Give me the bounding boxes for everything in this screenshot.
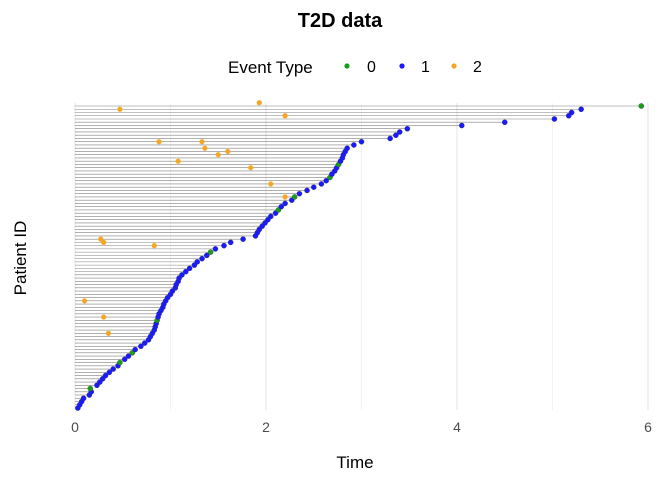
competing-event-point [215,152,221,158]
event-point [132,346,138,353]
legend-label-2: 2 [473,59,482,76]
event-point [323,177,329,184]
event-point [268,213,274,220]
event-point [240,236,246,242]
event-point [358,138,365,145]
competing-event-point [199,139,205,145]
competing-event-point [101,314,107,320]
event-point [117,359,123,366]
event-point [141,340,148,346]
event-point [106,369,113,376]
event-point [501,119,508,125]
event-point [207,249,214,255]
x-tick-label-2: 4 [453,419,461,435]
event-point [125,353,132,359]
event-point [351,142,357,148]
competing-event-point [282,113,288,119]
event-point [393,132,399,138]
legend-label-1: 1 [421,59,430,76]
competing-event-point [156,139,162,145]
competing-event-point [117,106,123,112]
event-point [227,239,234,246]
legend-label-0: 0 [367,59,376,76]
event-point [138,343,144,350]
event-point [179,272,185,278]
legend: Event Type 0 1 2 [228,58,482,77]
competing-event-point [248,165,254,171]
event-point [318,181,325,187]
competing-event-point [202,145,208,151]
competing-event-point [256,100,262,106]
legend-swatch-1 [399,63,405,69]
legend-swatch-2 [451,63,457,69]
grid [74,103,649,410]
event-point [638,103,645,109]
event-point [199,255,205,262]
event-point [221,242,227,249]
competing-points [81,100,288,336]
event-point [304,187,310,194]
event-point [80,395,87,402]
event-point [568,109,575,116]
x-tick-label-0: 0 [71,419,79,435]
event-point [204,252,210,259]
event-point [278,203,285,210]
competing-event-point [175,158,181,164]
event-points [75,103,645,411]
event-point [110,366,116,372]
event-point [296,190,303,197]
x-axis-title: Time [336,453,373,472]
event-point [578,106,584,112]
event-point [183,268,189,275]
event-point [194,259,200,265]
competing-event-point [282,194,288,200]
competing-event-point [101,239,107,245]
legend-title: Event Type [228,58,313,77]
event-point [310,184,317,190]
competing-event-point [81,298,88,304]
event-point [387,135,393,142]
event-point [396,129,403,135]
event-point [344,145,350,151]
x-tick-labels: 0 2 4 6 [71,419,652,435]
event-point [459,122,465,129]
y-axis-title: Patient ID [11,221,30,296]
x-tick-label-3: 6 [644,419,652,435]
chart-title: T2D data [298,10,383,32]
event-point [282,200,288,207]
event-point [87,385,94,392]
competing-event-point [151,243,157,249]
event-point [186,265,193,272]
event-point [102,372,109,379]
event-point [291,194,298,200]
competing-event-point [268,181,274,187]
event-point [121,356,128,363]
event-point [551,116,558,122]
competing-event-point [105,330,112,336]
competing-event-point [225,148,231,155]
legend-swatch-0 [344,63,350,69]
event-point [404,125,411,132]
event-point [212,246,219,252]
patient-lines [75,105,642,409]
x-tick-label-1: 2 [262,419,270,435]
